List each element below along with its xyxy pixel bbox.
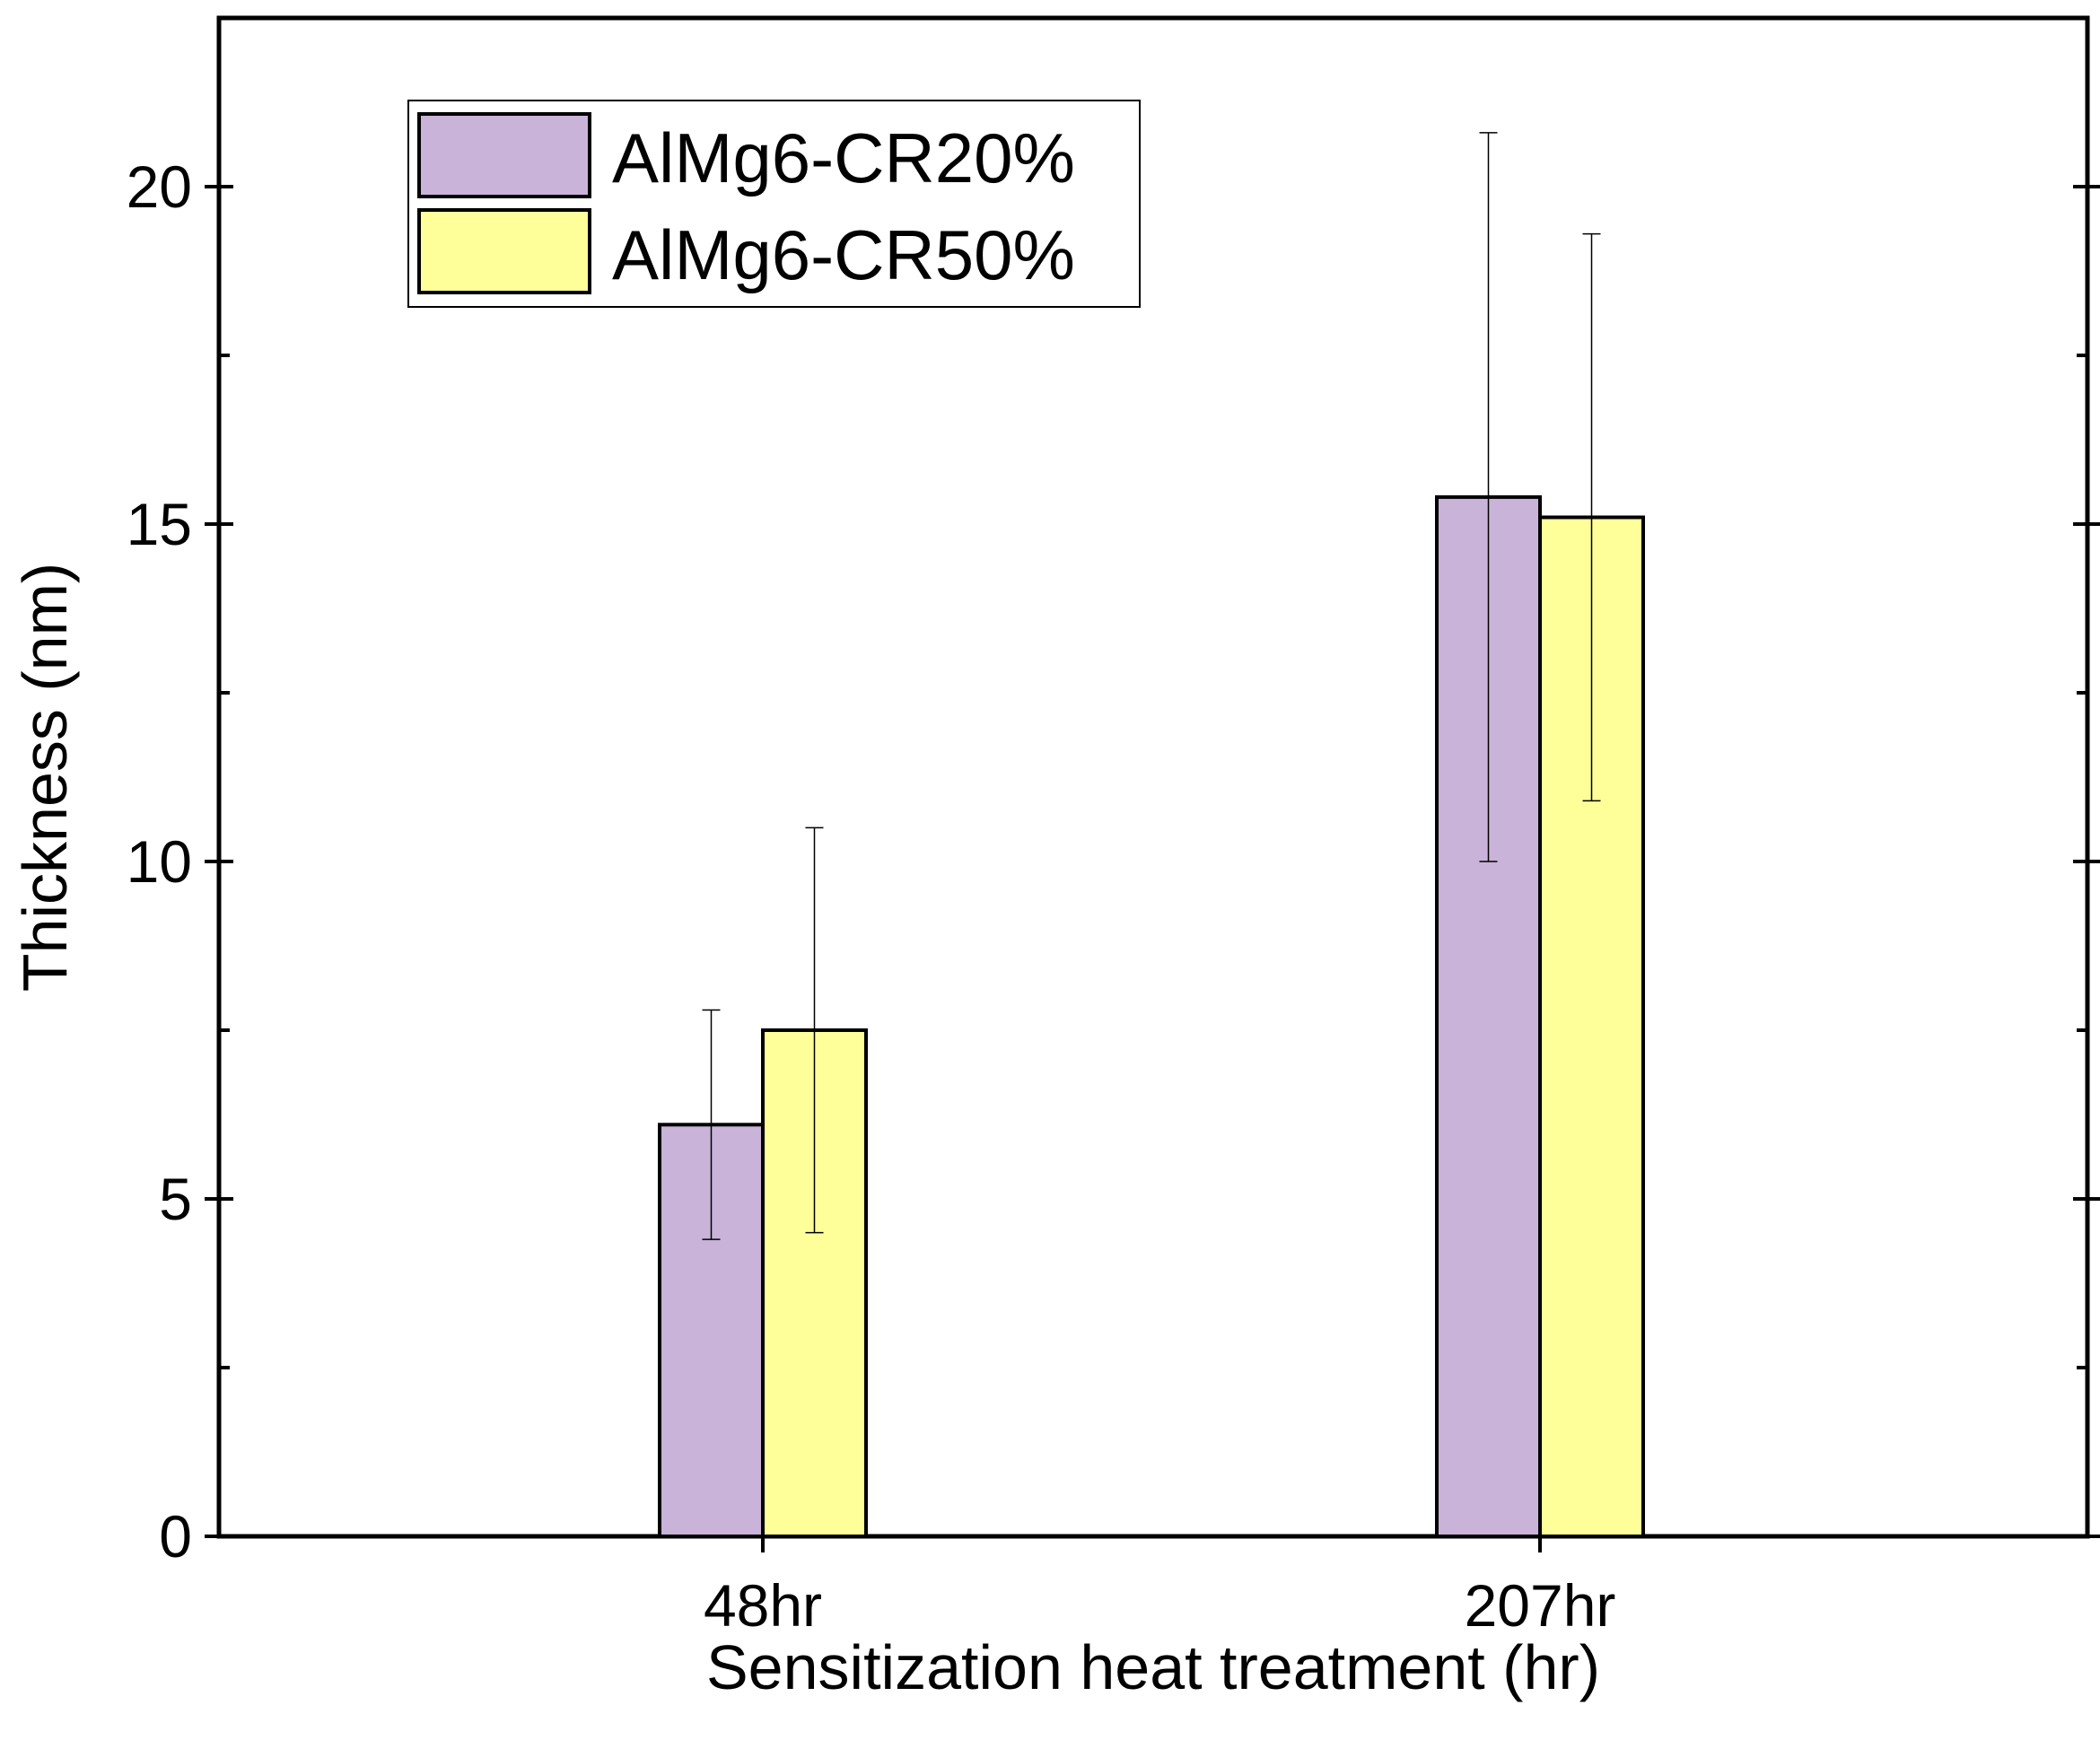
x-tick-label-48hr: 48hr: [704, 1572, 822, 1639]
y-tick-label-10: 10: [127, 828, 192, 895]
y-axis-title: Thickness (nm): [10, 563, 80, 992]
x-axis-title: Sensitization heat treatment (hr): [706, 1632, 1600, 1702]
legend-label-cr20: AlMg6-CR20%: [612, 118, 1075, 197]
y-tick-label-0: 0: [159, 1503, 192, 1570]
legend-swatch-cr50: [417, 208, 591, 294]
y-tick-label-15: 15: [127, 491, 192, 557]
plot-area-frame: [216, 15, 2090, 1539]
y-tick-label-5: 5: [159, 1166, 192, 1232]
y-tick-label-20: 20: [127, 153, 192, 220]
axis-ticks-group: 48hr 207hr 0 5 10 15 20: [127, 153, 2100, 1639]
legend-swatch-cr20: [417, 112, 591, 198]
bars-group: [658, 494, 1645, 1539]
legend: AlMg6-CR20% AlMg6-CR50%: [407, 100, 1141, 308]
legend-label-cr50: AlMg6-CR50%: [612, 215, 1075, 294]
x-tick-label-207hr: 207hr: [1465, 1572, 1616, 1639]
error-bars-group: [702, 132, 1601, 1240]
